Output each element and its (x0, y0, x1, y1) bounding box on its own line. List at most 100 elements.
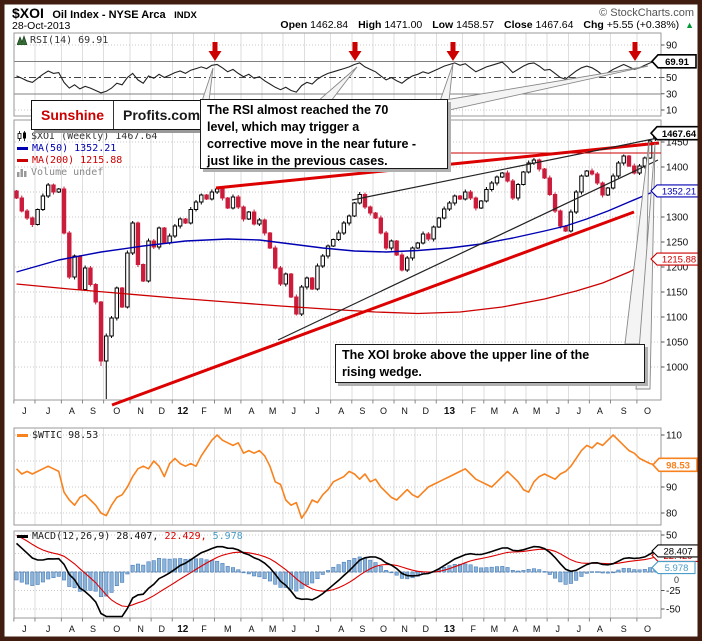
svg-text:A: A (512, 406, 518, 416)
open-value: 1462.84 (310, 19, 349, 31)
svg-text:A: A (248, 406, 254, 416)
rsi-annotation-box: The RSI almost reached the 70 level, whi… (200, 99, 448, 169)
logo-part1: Sunshine (32, 101, 115, 129)
macd-value: 28.407, (116, 531, 159, 542)
wtic-legend-text: $WTIC 98.53 (32, 430, 99, 441)
ma50-legend: MA(50) 1352.21 (17, 143, 157, 155)
macd-dash-icon (17, 534, 28, 538)
svg-text:1400: 1400 (666, 163, 689, 174)
svg-text:O: O (380, 406, 387, 416)
svg-text:N: N (137, 406, 144, 416)
svg-text:13: 13 (444, 624, 456, 635)
volume-legend: Volume undef (17, 167, 157, 179)
low-label: Low (432, 19, 454, 31)
svg-text:A: A (69, 406, 75, 416)
axis-labels: 9050301014501400130012501200115011001050… (13, 41, 689, 635)
svg-text:1300: 1300 (666, 213, 689, 224)
svg-text:1000: 1000 (666, 363, 689, 374)
svg-text:1050: 1050 (666, 338, 689, 349)
svg-text:-25: -25 (666, 586, 681, 597)
symbol-label: $XOI (12, 5, 44, 21)
svg-text:M: M (269, 406, 277, 416)
rsi-legend-text: RSI(14) 69.91 (30, 35, 109, 46)
svg-text:M: M (269, 624, 277, 634)
annotation-line: corrective move in the near future - (207, 137, 417, 151)
svg-text:A: A (338, 406, 344, 416)
svg-text:A: A (69, 624, 75, 634)
wedge-annotation-box: The XOI broke above the upper line of th… (335, 344, 645, 383)
svg-text:N: N (401, 624, 408, 634)
svg-text:12: 12 (177, 624, 189, 635)
svg-text:J: J (46, 624, 51, 634)
svg-text:F: F (201, 624, 207, 634)
rsi-legend: RSI(14) 69.91 (16, 35, 109, 47)
svg-text:28.407: 28.407 (663, 547, 692, 558)
macd-signal-value: 22.429, (158, 531, 207, 542)
svg-text:12: 12 (177, 406, 189, 417)
svg-text:30: 30 (666, 89, 678, 100)
wtic-dash-icon (17, 433, 28, 437)
volume-bars-icon (17, 168, 27, 177)
svg-text:1200: 1200 (666, 263, 689, 274)
svg-text:J: J (46, 406, 51, 416)
close-value: 1467.64 (535, 19, 574, 31)
svg-text:D: D (422, 406, 429, 416)
svg-text:69.91: 69.91 (665, 57, 689, 68)
ma200-legend-text: MA(200) 1215.88 (32, 155, 123, 166)
svg-text:M: M (533, 406, 541, 416)
svg-text:M: M (491, 624, 499, 634)
macd-legend-name: MACD(12,26,9) (32, 531, 117, 542)
svg-text:J: J (315, 406, 320, 416)
svg-text:1215.88: 1215.88 (662, 255, 696, 266)
svg-text:0: 0 (674, 575, 679, 585)
up-arrow-icon: ▲ (685, 20, 694, 30)
svg-text:1250: 1250 (666, 238, 689, 249)
svg-text:J: J (555, 624, 560, 634)
rsi-area-icon (16, 35, 28, 46)
ma50-legend-text: MA(50) 1352.21 (32, 143, 117, 154)
high-value: 1471.00 (384, 19, 423, 31)
svg-text:98.53: 98.53 (666, 460, 690, 471)
chart-title: $XOI Oil Index - NYSE Arca INDX (12, 5, 197, 23)
main-legend: $XOI (Weekly) 1467.64 MA(50) 1352.21 MA(… (17, 131, 157, 179)
svg-text:10: 10 (666, 106, 678, 117)
svg-text:S: S (359, 624, 365, 634)
svg-text:S: S (90, 406, 96, 416)
chg-value: +5.55 (+0.38%) (606, 19, 680, 31)
close-label: Close (504, 19, 533, 31)
ma200-dash-icon (17, 158, 28, 162)
svg-text:J: J (22, 406, 27, 416)
volume-legend-text: Volume undef (31, 167, 104, 178)
annotation-line: just like in the previous cases. (207, 154, 388, 168)
symbol-name: Oil Index - NYSE Arca (52, 9, 166, 21)
svg-text:D: D (422, 624, 429, 634)
svg-text:J: J (291, 624, 296, 634)
high-label: High (358, 19, 382, 31)
macd-legend: MACD(12,26,9) 28.407, 22.429, 5.978 (17, 531, 243, 543)
svg-text:F: F (201, 406, 207, 416)
svg-text:80: 80 (666, 509, 678, 520)
copyright: © StockCharts.com (599, 7, 694, 19)
svg-text:D: D (158, 406, 165, 416)
svg-text:50: 50 (666, 73, 678, 84)
svg-text:J: J (577, 624, 582, 634)
svg-text:13: 13 (444, 406, 456, 417)
svg-text:F: F (470, 624, 476, 634)
wtic-panel (15, 434, 656, 520)
svg-text:A: A (597, 624, 603, 634)
svg-text:M: M (491, 406, 499, 416)
chg-label: Chg (583, 19, 604, 31)
svg-text:90: 90 (666, 41, 678, 52)
svg-text:J: J (315, 624, 320, 634)
wtic-legend: $WTIC 98.53 (17, 430, 98, 442)
svg-text:O: O (644, 406, 651, 416)
svg-text:50: 50 (666, 531, 678, 542)
ma50-dash-icon (17, 146, 28, 150)
svg-text:S: S (621, 406, 627, 416)
svg-text:N: N (137, 624, 144, 634)
macd-hist-value: 5.978 (206, 531, 243, 542)
svg-text:-50: -50 (666, 605, 681, 616)
svg-text:F: F (470, 406, 476, 416)
